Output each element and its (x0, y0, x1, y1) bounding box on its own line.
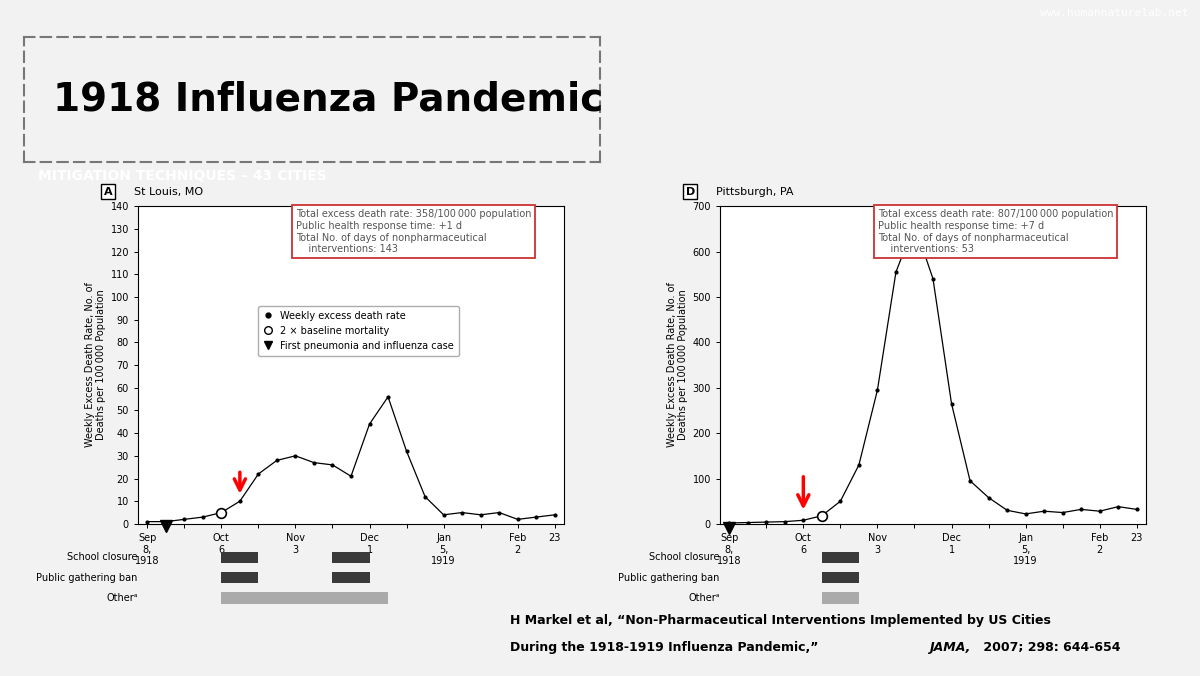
Y-axis label: Weekly Excess Death Rate, No. of
Deaths per 100 000 Population: Weekly Excess Death Rate, No. of Deaths … (85, 283, 107, 448)
Text: Public gathering ban: Public gathering ban (36, 573, 138, 583)
Text: 2007; 298: 644-654: 2007; 298: 644-654 (979, 642, 1121, 654)
Bar (221, 592, 388, 604)
Text: Total excess death rate: 358/100 000 population
Public health response time: +1 : Total excess death rate: 358/100 000 pop… (295, 210, 532, 254)
Text: Public gathering ban: Public gathering ban (618, 573, 720, 583)
Bar (822, 592, 859, 604)
Text: JAMA,: JAMA, (929, 642, 970, 654)
Legend: Weekly excess death rate, 2 × baseline mortality, First pneumonia and influenza : Weekly excess death rate, 2 × baseline m… (258, 306, 458, 356)
Text: During the 1918-1919 Influenza Pandemic,”: During the 1918-1919 Influenza Pandemic,… (510, 642, 823, 654)
Bar (221, 552, 258, 563)
Text: MITIGATION TECHNIQUES – 43 CITIES: MITIGATION TECHNIQUES – 43 CITIES (38, 169, 326, 183)
Bar (822, 572, 859, 583)
Text: www.humannaturelab.net: www.humannaturelab.net (1039, 8, 1188, 18)
Text: D: D (685, 187, 695, 197)
Text: Otherᵃ: Otherᵃ (106, 593, 138, 603)
Bar (332, 552, 370, 563)
Text: School closure: School closure (649, 552, 720, 562)
Text: H Markel et al, “Non-Pharmaceutical Interventions Implemented by US Cities: H Markel et al, “Non-Pharmaceutical Inte… (510, 614, 1051, 627)
Text: 1918 Influenza Pandemic: 1918 Influenza Pandemic (53, 80, 604, 119)
Bar (221, 572, 258, 583)
Text: Otherᵃ: Otherᵃ (688, 593, 720, 603)
Text: School closure: School closure (67, 552, 138, 562)
Y-axis label: Weekly Excess Death Rate, No. of
Deaths per 100 000 Population: Weekly Excess Death Rate, No. of Deaths … (667, 283, 689, 448)
Bar (822, 552, 859, 563)
Text: Pittsburgh, PA: Pittsburgh, PA (715, 187, 793, 197)
Bar (332, 572, 370, 583)
Text: Total excess death rate: 807/100 000 population
Public health response time: +7 : Total excess death rate: 807/100 000 pop… (877, 210, 1114, 254)
Text: A: A (104, 187, 113, 197)
Text: St Louis, MO: St Louis, MO (133, 187, 203, 197)
